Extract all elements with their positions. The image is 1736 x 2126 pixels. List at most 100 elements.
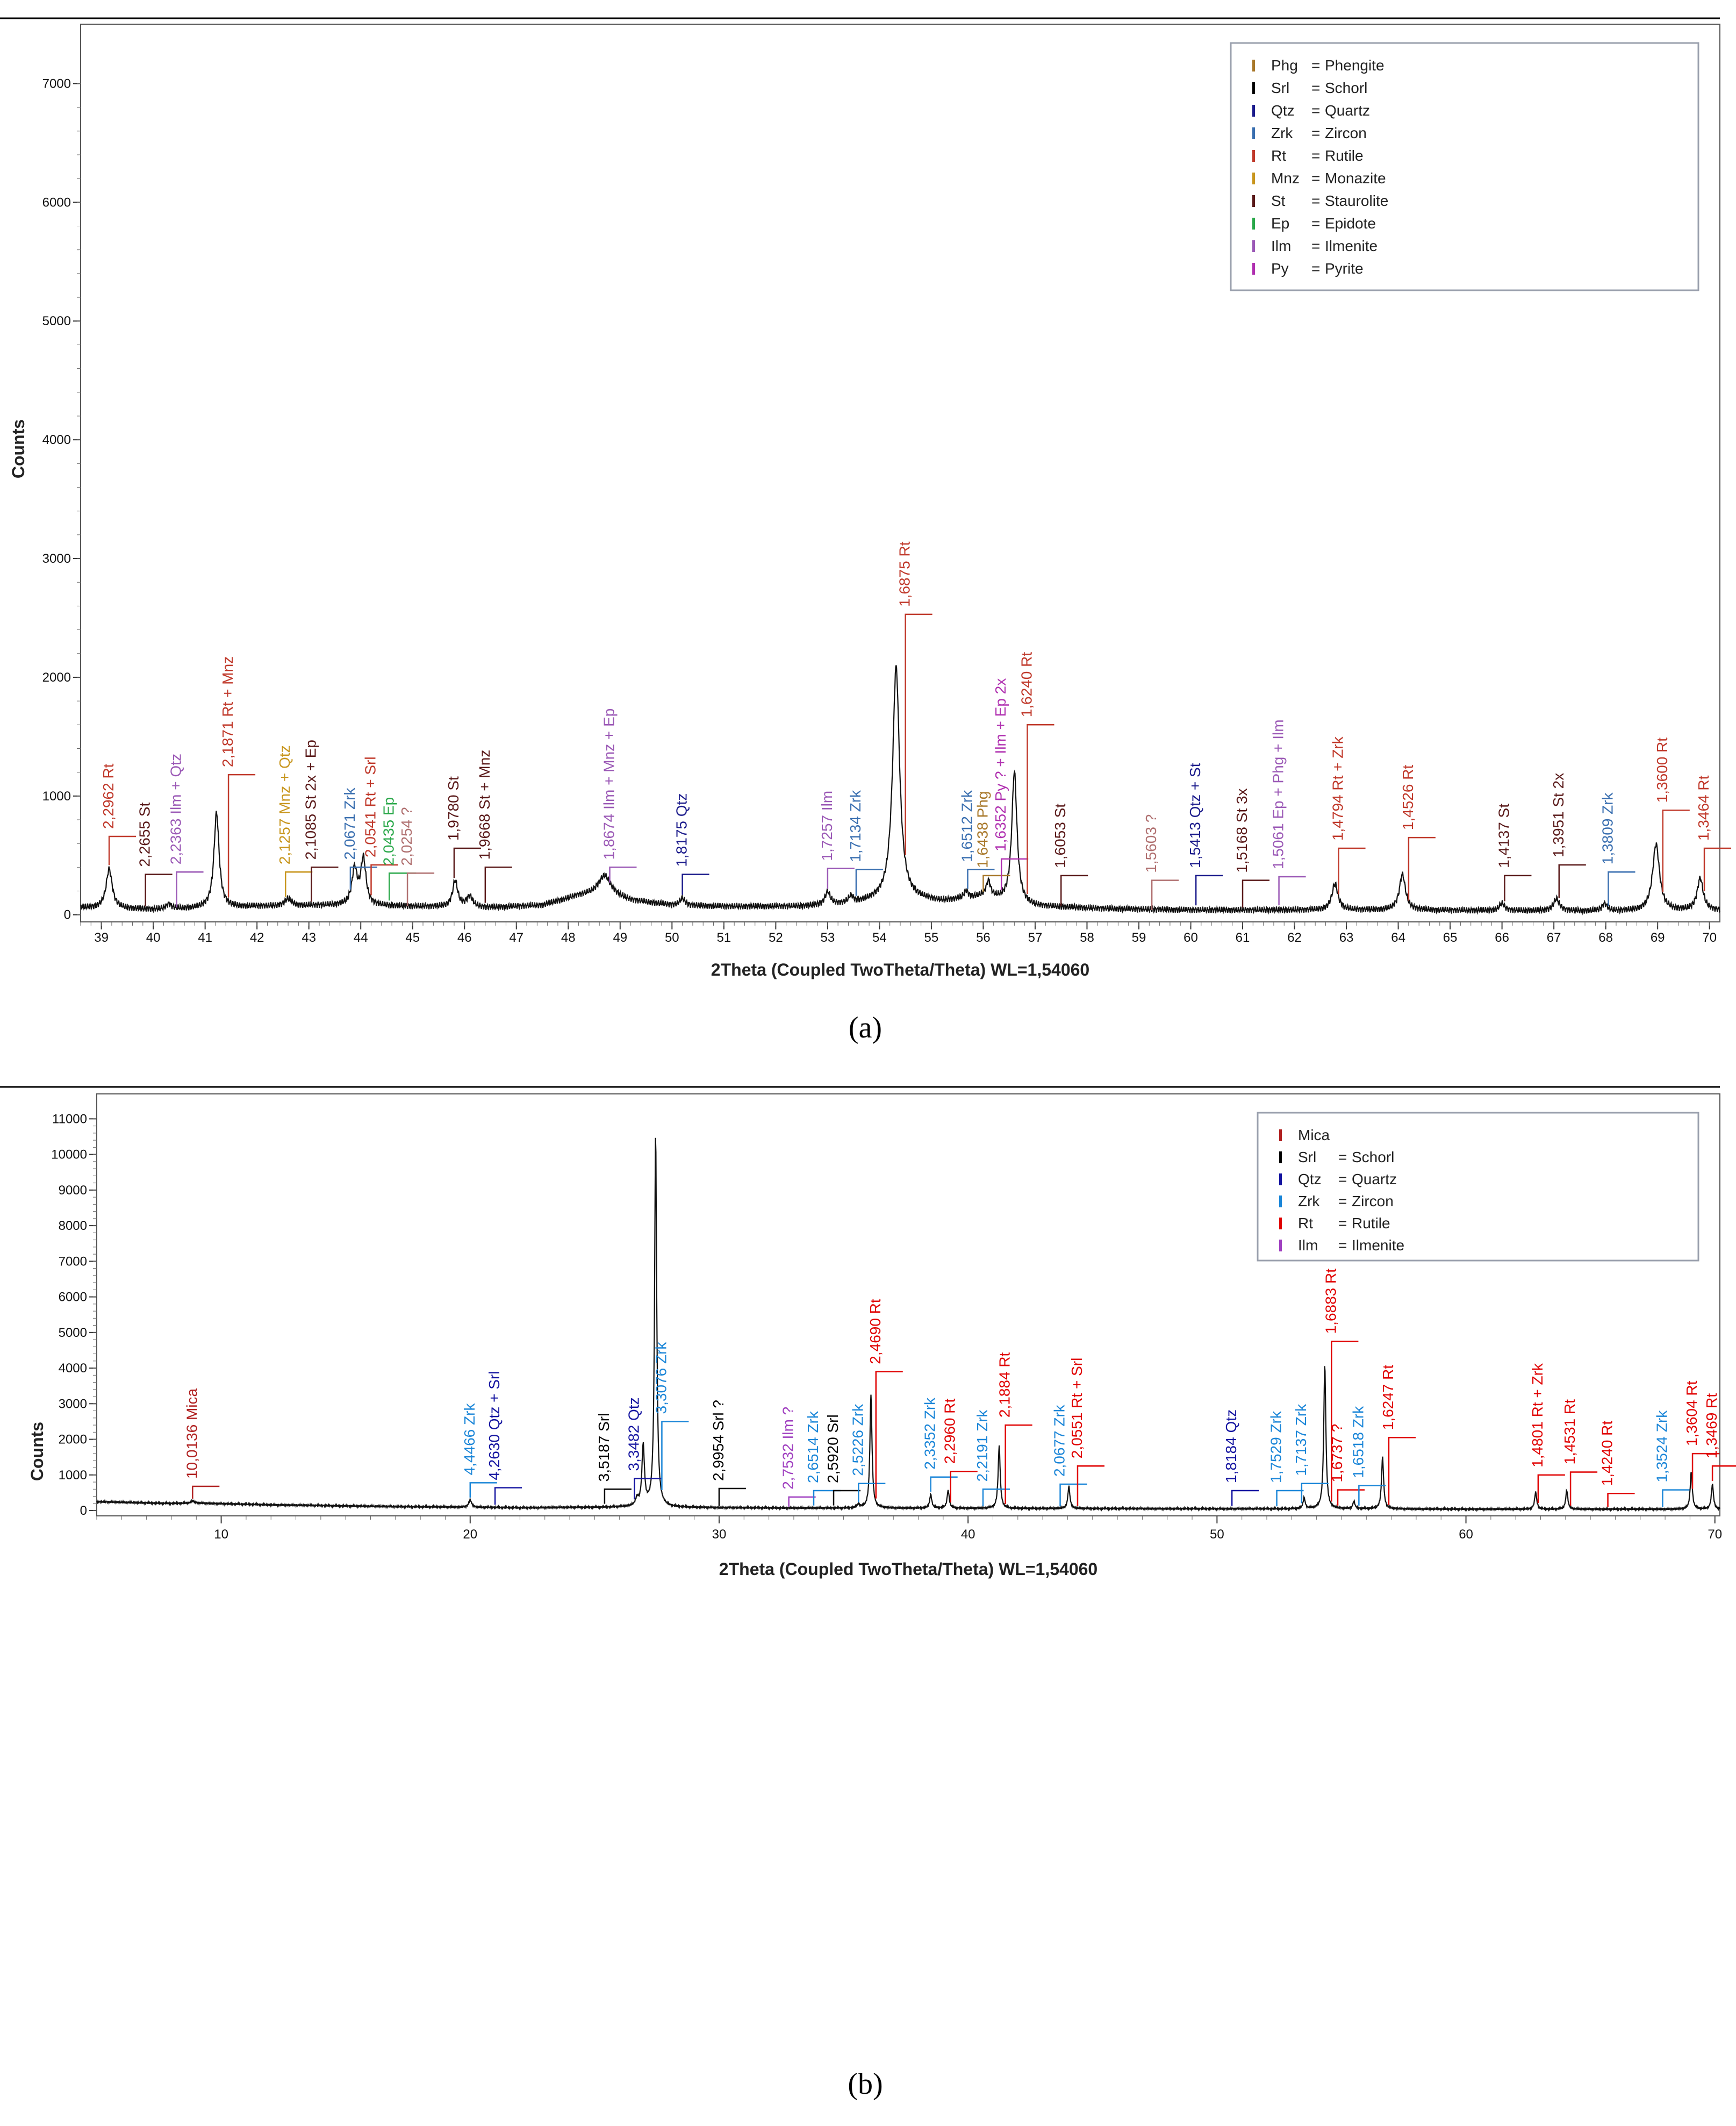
legend-abbr-a-2: Qtz bbox=[1271, 102, 1295, 119]
peak-label-b-22: 1,6737 ? bbox=[1329, 1424, 1345, 1483]
peak-annotation-b-24: 1,6247 Rt bbox=[1380, 1365, 1416, 1505]
plot-frame-b bbox=[96, 1093, 1720, 1516]
peak-annotation-a-9: 2,0254 ? bbox=[398, 807, 435, 906]
x-tick-label-b-6: 70 bbox=[1708, 1527, 1722, 1542]
peak-annotation-a-0: 2,2962 Rt bbox=[100, 763, 137, 865]
peak-marker-a-28 bbox=[1504, 875, 1532, 901]
legend-name-a-1: Schorl bbox=[1325, 80, 1367, 96]
x-tick-label-a-30: 69 bbox=[1651, 930, 1665, 945]
diffractogram-line-a bbox=[80, 665, 1720, 915]
peak-label-a-29: 1,3951 St 2x bbox=[1550, 773, 1567, 857]
peak-annotation-b-11: 2,4690 Rt bbox=[867, 1299, 903, 1499]
y-tick-label-b-8: 8000 bbox=[59, 1219, 87, 1233]
legend-abbr-a-0: Phg bbox=[1271, 57, 1298, 74]
peak-label-a-7: 2,0541 Rt + Srl bbox=[362, 756, 379, 857]
peak-label-b-15: 2,1884 Rt bbox=[996, 1352, 1013, 1418]
legend-swatch-b-5 bbox=[1279, 1240, 1282, 1251]
legend-name-b-5: Ilmenite bbox=[1352, 1237, 1404, 1254]
legend-swatch-b-4 bbox=[1279, 1218, 1282, 1229]
peak-annotation-b-6: 2,9954 Srl ? bbox=[710, 1400, 746, 1506]
peak-annotation-b-13: 2,2960 Rt bbox=[942, 1399, 978, 1503]
legend-swatch-b-1 bbox=[1279, 1151, 1282, 1163]
peak-marker-b-13 bbox=[950, 1470, 978, 1503]
legend-swatch-a-5 bbox=[1252, 173, 1255, 184]
legend-abbr-a-3: Zrk bbox=[1271, 125, 1293, 141]
x-tick-label-a-14: 53 bbox=[821, 930, 835, 945]
peak-marker-b-20 bbox=[1301, 1483, 1329, 1504]
peak-marker-b-22 bbox=[1337, 1489, 1365, 1506]
peak-annotation-a-23: 1,5413 Qtz + St bbox=[1187, 763, 1223, 906]
y-tick-label-b-7: 7000 bbox=[59, 1254, 87, 1269]
peak-annotation-b-27: 1,4240 Rt bbox=[1599, 1421, 1635, 1507]
legend-sep-a-6: = bbox=[1311, 192, 1320, 209]
peak-marker-b-24 bbox=[1388, 1437, 1416, 1505]
peak-annotation-b-26: 1,4531 Rt bbox=[1561, 1399, 1598, 1506]
legend-swatch-b-2 bbox=[1279, 1173, 1282, 1185]
peak-label-a-28: 1,4137 St bbox=[1495, 804, 1512, 868]
peak-label-b-24: 1,6247 Rt bbox=[1380, 1365, 1396, 1430]
peak-label-a-19: 1,6352 Py ? + Ilm + Ep 2x bbox=[992, 678, 1009, 851]
peak-label-a-30: 1,3809 Zrk bbox=[1599, 792, 1616, 864]
legend-abbr-a-8: Ilm bbox=[1271, 238, 1291, 254]
y-axis-label-a: Counts bbox=[9, 419, 28, 478]
legend-swatch-a-0 bbox=[1252, 60, 1255, 71]
peak-marker-b-8 bbox=[813, 1490, 841, 1506]
legend-box-a bbox=[1230, 42, 1699, 291]
peak-label-a-2: 2,2363 Ilm + Qtz bbox=[168, 754, 184, 864]
peak-label-a-10: 1,9780 St bbox=[445, 776, 462, 841]
legend-sep-a-5: = bbox=[1311, 170, 1320, 187]
x-tick-label-a-26: 65 bbox=[1443, 930, 1458, 945]
peak-label-a-3: 2,1871 Rt + Mnz bbox=[219, 656, 236, 767]
y-tick-label-a-7: 7000 bbox=[42, 76, 71, 91]
peak-label-b-29: 1,3604 Rt bbox=[1683, 1380, 1700, 1446]
peak-marker-b-19 bbox=[1276, 1490, 1304, 1507]
peak-marker-b-17 bbox=[1077, 1465, 1104, 1506]
x-tick-label-a-21: 60 bbox=[1183, 930, 1198, 945]
x-tick-label-a-31: 70 bbox=[1702, 930, 1717, 945]
legend-box-b bbox=[1257, 1112, 1699, 1262]
legend-swatch-a-7 bbox=[1252, 218, 1255, 230]
peak-annotation-a-18: 1,6438 Phg bbox=[974, 791, 1010, 892]
legend-sep-a-8: = bbox=[1311, 238, 1320, 254]
peak-label-b-11: 2,4690 Rt bbox=[867, 1299, 884, 1364]
peak-marker-a-32 bbox=[1703, 847, 1732, 891]
peak-label-b-18: 1,8184 Qtz bbox=[1223, 1409, 1239, 1483]
x-tick-label-a-3: 42 bbox=[250, 930, 264, 945]
peak-label-a-16: 1,6875 Rt bbox=[896, 541, 913, 607]
legend-abbr-b-2: Qtz bbox=[1298, 1171, 1322, 1187]
chart-panel-a: 0 1000 2000 3000 4000 5000 6000 7000 39 40 41 42 43 4… bbox=[9, 24, 1732, 1044]
peak-annotation-b-18: 1,8184 Qtz bbox=[1223, 1409, 1259, 1506]
peak-marker-a-19 bbox=[1000, 858, 1029, 891]
legend-swatch-a-2 bbox=[1252, 105, 1255, 117]
peak-marker-a-27 bbox=[1408, 836, 1436, 901]
x-tick-label-a-1: 40 bbox=[146, 930, 161, 945]
peak-annotation-a-15: 1,7134 Zrk bbox=[847, 790, 883, 896]
y-tick-label-b-6: 6000 bbox=[59, 1290, 87, 1305]
legend-sep-a-0: = bbox=[1311, 57, 1320, 74]
peak-marker-a-5 bbox=[311, 867, 339, 902]
x-tick-label-a-17: 56 bbox=[976, 930, 991, 945]
peak-annotation-b-20: 1,7137 Zrk bbox=[1293, 1404, 1329, 1504]
peak-annotation-b-12: 2,3352 Zrk bbox=[922, 1397, 958, 1492]
peak-label-a-13: 1,8175 Qtz bbox=[673, 793, 690, 867]
peak-label-a-11: 1,9668 St + Mnz bbox=[476, 750, 493, 860]
legend-swatch-a-4 bbox=[1252, 150, 1255, 162]
peak-annotation-a-29: 1,3951 St 2x bbox=[1550, 773, 1586, 898]
peak-label-a-24: 1,5168 St 3x bbox=[1233, 788, 1250, 872]
peak-label-b-25: 1,4801 Rt + Zrk bbox=[1529, 1363, 1546, 1468]
peak-annotation-a-25: 1,5061 Ep + Phg + Ilm bbox=[1270, 719, 1306, 906]
peak-label-a-5: 2,1085 St 2x + Ep bbox=[303, 740, 319, 860]
peak-label-b-3: 3,5187 Srl bbox=[596, 1413, 612, 1482]
legend-swatch-b-0 bbox=[1279, 1129, 1282, 1141]
legend-abbr-b-3: Zrk bbox=[1298, 1193, 1320, 1209]
peak-annotation-b-4: 3,3482 Qtz bbox=[625, 1397, 662, 1500]
peak-marker-a-31 bbox=[1662, 810, 1690, 892]
peak-marker-a-1 bbox=[145, 874, 173, 907]
peak-annotation-a-20: 1,6240 Rt bbox=[1018, 652, 1054, 894]
peak-marker-b-25 bbox=[1537, 1474, 1565, 1504]
peak-label-b-13: 2,2960 Rt bbox=[942, 1399, 958, 1464]
legend-swatch-a-3 bbox=[1252, 127, 1255, 139]
legend-b: Mica Srl = Schorl Qtz = Quartz Zrk = Zircon Rt = Rut… bbox=[1257, 1112, 1699, 1262]
peak-marker-a-22 bbox=[1151, 879, 1179, 910]
